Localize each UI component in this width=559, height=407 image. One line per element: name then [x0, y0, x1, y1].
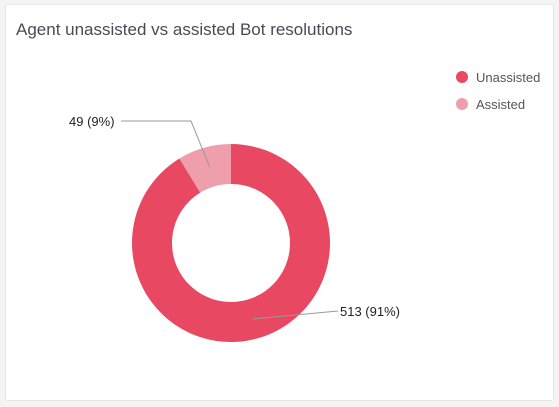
donut-chart: 513 (91%) 49 (9%): [69, 114, 400, 342]
chart-card: Agent unassisted vs assisted Bot resolut…: [5, 4, 554, 401]
legend-swatch-unassisted: [456, 71, 468, 83]
data-label-unassisted: 513 (91%): [340, 304, 400, 319]
slice-unassisted[interactable]: [132, 144, 330, 342]
leader-line-assisted: [121, 120, 211, 168]
donut-labels: 513 (91%) 49 (9%): [69, 114, 400, 320]
data-label-assisted: 49 (9%): [69, 114, 115, 129]
chart-title: Agent unassisted vs assisted Bot resolut…: [16, 20, 353, 39]
legend-item-unassisted[interactable]: Unassisted: [456, 68, 540, 86]
legend-label-assisted: Assisted: [476, 96, 526, 112]
donut-slices: [132, 144, 330, 342]
legend-item-assisted[interactable]: Assisted: [456, 95, 540, 113]
slice-assisted[interactable]: [179, 144, 231, 193]
legend-swatch-assisted: [456, 98, 468, 110]
leader-line-unassisted: [252, 310, 339, 320]
legend-label-unassisted: Unassisted: [476, 69, 541, 85]
chart-legend: Unassisted Assisted: [456, 68, 540, 122]
